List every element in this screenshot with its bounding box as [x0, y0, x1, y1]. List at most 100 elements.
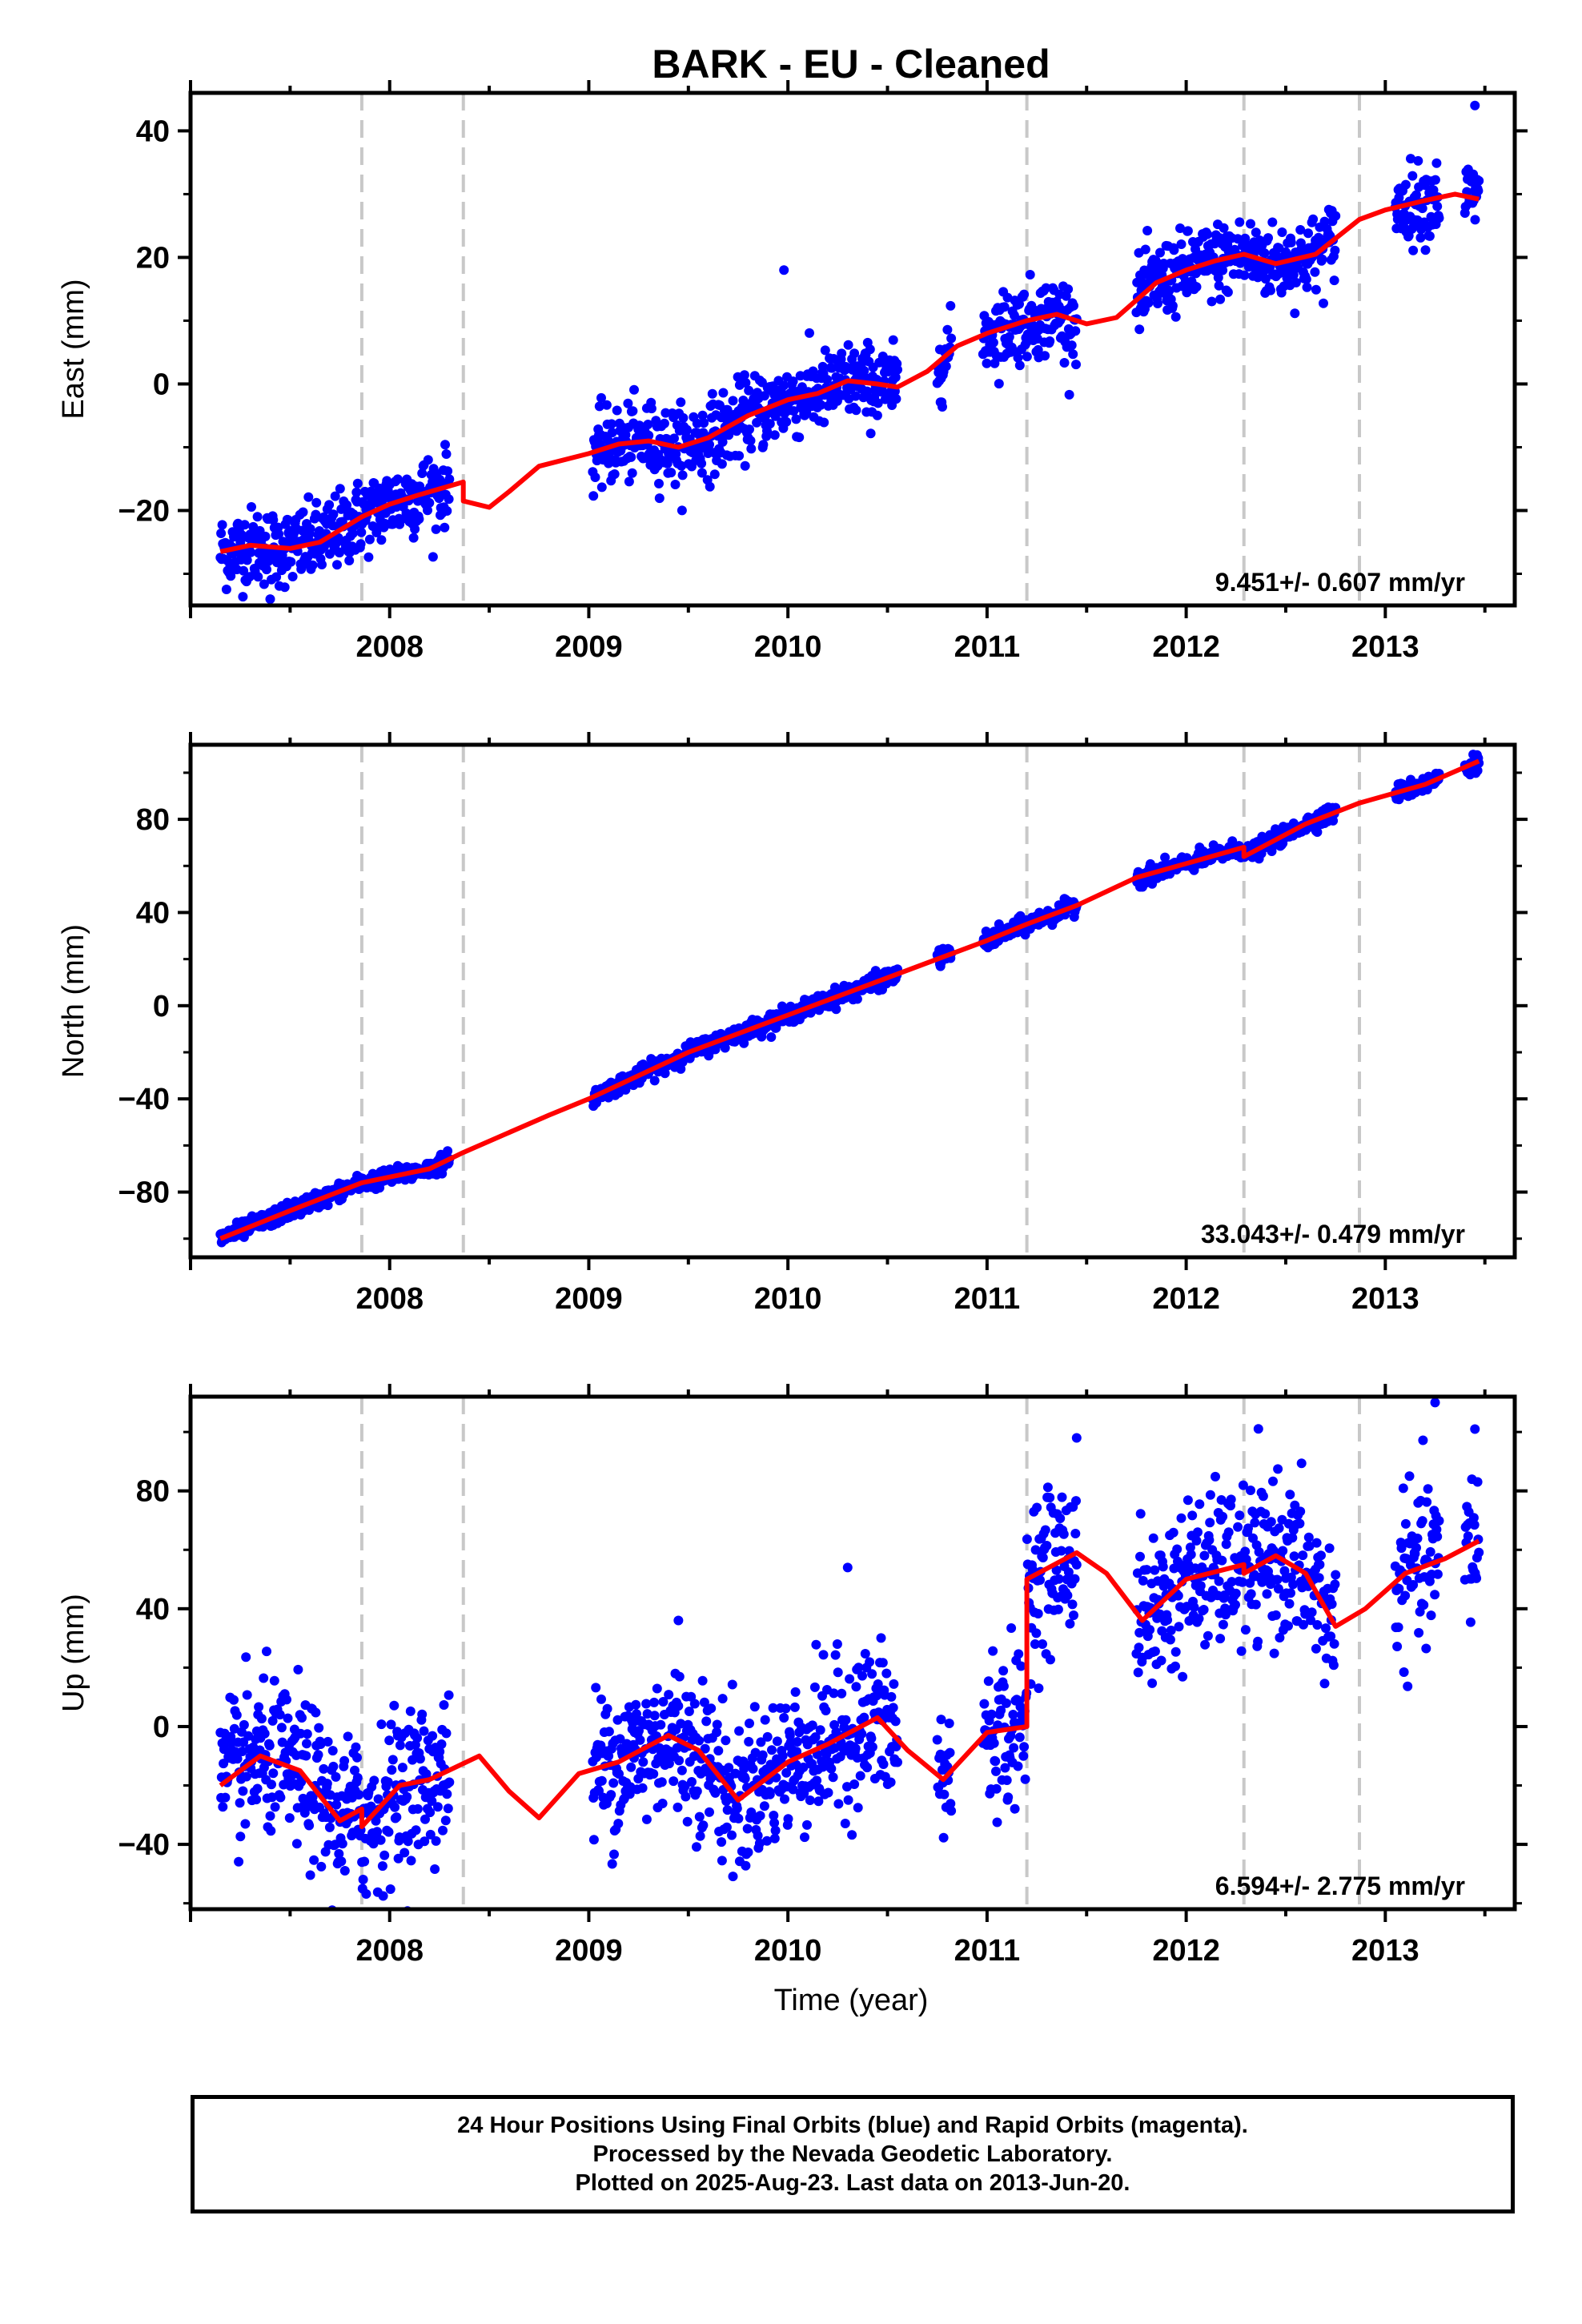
up-data-points [215, 1397, 1484, 1909]
data-point [849, 348, 860, 359]
data-point [1045, 336, 1055, 346]
data-point [1470, 215, 1480, 225]
data-point [259, 1728, 270, 1739]
data-point [1013, 352, 1023, 363]
data-point [443, 1803, 453, 1814]
data-point [1207, 296, 1217, 307]
data-point [332, 560, 342, 570]
data-point [596, 1775, 607, 1786]
data-point [328, 1761, 339, 1771]
data-point [1175, 223, 1185, 233]
data-point [1174, 1622, 1184, 1632]
data-point [694, 1735, 705, 1746]
data-point [1253, 1636, 1263, 1647]
data-point [1065, 1618, 1075, 1629]
data-point [798, 1762, 809, 1772]
data-point [383, 1777, 393, 1787]
data-point [256, 1714, 267, 1724]
data-point [402, 1791, 412, 1802]
data-point [717, 459, 727, 469]
data-point [757, 1750, 768, 1760]
data-point [654, 493, 665, 504]
x-tick-label: 2010 [754, 630, 822, 664]
data-point [1203, 229, 1213, 239]
data-point [779, 1713, 789, 1723]
data-point [339, 1755, 350, 1766]
x-tick-label: 2008 [355, 630, 424, 664]
data-point [254, 1702, 264, 1712]
data-point [717, 436, 728, 447]
data-point [1431, 158, 1442, 168]
outlier-point [842, 1562, 853, 1573]
data-point [1421, 1643, 1431, 1654]
footer-caption-box: 24 Hour Positions Using Final Orbits (bl… [191, 2095, 1515, 2213]
data-point [842, 1782, 852, 1792]
data-point [1031, 1628, 1042, 1638]
data-point [376, 535, 387, 545]
y-tick-label: 0 [153, 1711, 170, 1744]
data-point [1071, 360, 1081, 370]
data-point [781, 1703, 791, 1714]
data-point [384, 1735, 395, 1746]
data-point [311, 1707, 321, 1718]
data-point [1235, 1510, 1245, 1521]
data-point [697, 458, 707, 468]
data-point [260, 531, 271, 541]
data-point [837, 348, 847, 359]
data-point [652, 1683, 662, 1694]
data-point [1243, 1523, 1253, 1534]
data-point [816, 400, 826, 410]
data-point [807, 1720, 817, 1731]
y-tick-label: −40 [118, 1083, 170, 1116]
data-point [354, 1790, 364, 1800]
data-point [324, 500, 335, 510]
data-point [328, 509, 339, 520]
data-point [1204, 1535, 1215, 1546]
data-point [670, 480, 681, 489]
data-point [677, 505, 687, 516]
data-point [1406, 154, 1415, 164]
data-point [615, 1734, 625, 1744]
data-point [1417, 203, 1427, 214]
data-point [660, 1068, 670, 1079]
data-point [1285, 1490, 1295, 1500]
data-point [1295, 225, 1306, 235]
y-tick-label: −40 [118, 1828, 170, 1862]
data-point [1290, 1500, 1300, 1510]
data-point [872, 1691, 882, 1701]
data-point [1286, 1588, 1295, 1598]
data-point [1324, 1543, 1335, 1554]
data-point [1002, 1775, 1012, 1785]
data-point [428, 552, 438, 562]
data-point [1428, 185, 1439, 195]
data-point [351, 1742, 361, 1752]
data-point [944, 1719, 954, 1728]
data-point [1329, 1638, 1339, 1649]
data-point [697, 468, 707, 478]
data-point [815, 1725, 825, 1735]
data-point [220, 1792, 231, 1803]
data-point [1414, 1627, 1424, 1638]
data-point [1400, 1518, 1411, 1529]
data-point [823, 1787, 833, 1798]
data-point [865, 1657, 875, 1667]
data-point [1231, 1588, 1241, 1598]
data-point [742, 1823, 753, 1834]
data-point [1022, 352, 1032, 362]
data-point [813, 1796, 824, 1807]
data-point [740, 460, 750, 471]
data-point [1269, 1648, 1279, 1659]
data-point [1156, 1655, 1166, 1666]
data-point [785, 1731, 795, 1741]
data-point [314, 1723, 324, 1733]
data-point [644, 430, 654, 440]
data-point [705, 481, 715, 492]
data-point [772, 1736, 782, 1747]
data-point [1246, 1589, 1256, 1599]
data-point [721, 1735, 731, 1746]
data-point [1032, 1502, 1042, 1513]
data-point [315, 1739, 326, 1749]
data-point [608, 1778, 619, 1788]
data-point [1193, 1527, 1203, 1538]
data-point [1298, 1550, 1308, 1561]
